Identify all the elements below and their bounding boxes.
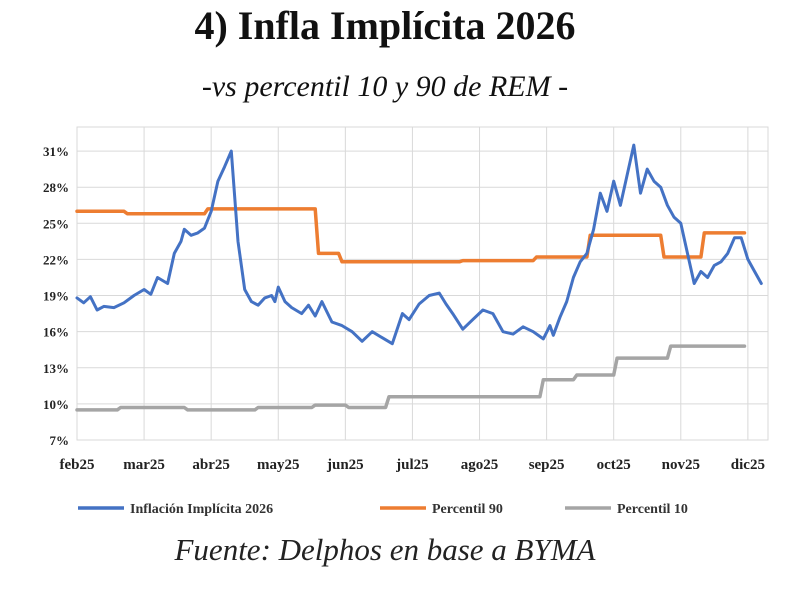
y-tick-label: 22% (43, 252, 69, 267)
series-line-inflaci-n-impl-cita-2026 (75, 143, 763, 346)
legend-label: Percentil 10 (617, 502, 688, 517)
plot-border (76, 126, 769, 441)
x-tick-label: dic25 (731, 457, 765, 473)
x-tick-label: mar25 (123, 457, 165, 473)
x-tick-label: jul25 (395, 457, 429, 473)
y-tick-label: 31% (43, 144, 69, 159)
y-tick-label: 13% (43, 361, 69, 376)
legend-label: Inflación Implícita 2026 (130, 502, 273, 517)
y-tick-label: 7% (50, 433, 70, 448)
source-note: Fuente: Delphos en base a BYMA (174, 532, 596, 567)
series-layer (75, 143, 763, 412)
x-axis: feb25 mar25 abr25 may25 jun25 jul25 ago25 sep25… (60, 457, 765, 473)
chart-subtitle: -vs percentil 10 y 90 de REM - (201, 70, 569, 103)
line-chart: 7% 10% 13% 16% 19% 22% 25% 28% 31% feb25 mar25 abr… (43, 126, 769, 517)
x-tick-label: feb25 (60, 457, 95, 473)
legend-label: Percentil 90 (432, 502, 503, 517)
y-tick-label: 28% (43, 180, 69, 195)
x-tick-label: oct25 (597, 457, 631, 473)
legend: Inflación Implícita 2026 Percentil 90 Perc… (78, 502, 688, 517)
x-tick-label: abr25 (192, 457, 230, 473)
y-tick-label: 16% (43, 325, 69, 340)
y-tick-label: 25% (43, 216, 69, 231)
chart-grid (76, 126, 769, 441)
series-line-percentil-10 (75, 344, 747, 412)
x-tick-label: nov25 (662, 457, 700, 473)
y-tick-label: 10% (43, 397, 69, 412)
chart-title: 4) Infla Implícita 2026 (194, 3, 576, 48)
x-tick-label: may25 (257, 457, 300, 473)
x-tick-label: ago25 (461, 457, 499, 473)
y-axis: 7% 10% 13% 16% 19% 22% 25% 28% 31% (43, 144, 69, 448)
y-tick-label: 19% (43, 289, 69, 304)
x-tick-label: sep25 (529, 457, 565, 473)
series-line-percentil-90 (75, 207, 747, 264)
x-tick-label: jun25 (326, 457, 364, 473)
